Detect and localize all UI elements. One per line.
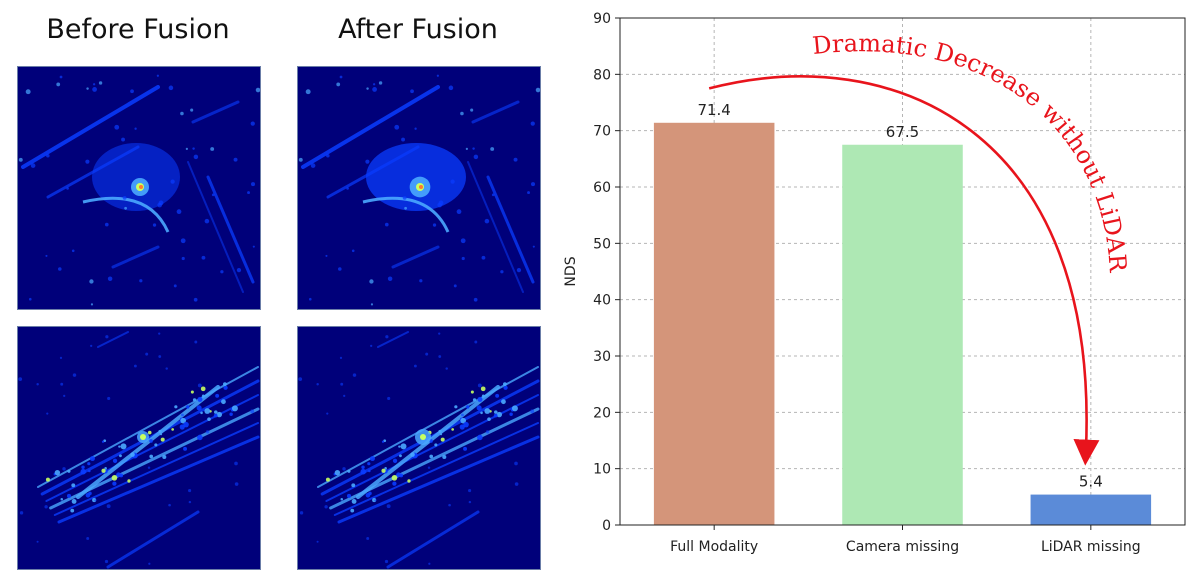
before-fusion-title: Before Fusion (46, 14, 230, 45)
y-tick-label: 0 (602, 518, 611, 534)
heatmap-before-fusion-bottom (17, 326, 261, 570)
x-tick-label: LiDAR missing (1041, 539, 1141, 555)
y-tick-label: 60 (593, 180, 611, 196)
x-tick-label: Camera missing (846, 539, 959, 555)
after-fusion-title: After Fusion (338, 14, 498, 45)
axis-ticks: 0 10 20 30 40 50 60 70 80 90 Full Modality Camera m… (593, 11, 1141, 555)
bar-camera-missing (842, 144, 963, 525)
y-tick-label: 20 (593, 405, 611, 421)
bar-lidar-missing (1030, 494, 1152, 525)
bars: 71.4 67.5 5.4 (653, 101, 1152, 525)
bar-value-label: 5.4 (1079, 473, 1103, 491)
bar-value-label: 67.5 (886, 123, 919, 141)
y-tick-label: 90 (593, 11, 611, 27)
y-tick-label: 80 (593, 67, 611, 83)
x-tick-label: Full Modality (670, 539, 758, 555)
annotation-arrow (708, 75, 1100, 466)
heatmap-before-fusion-top (17, 66, 261, 310)
heatmap-after-fusion-bottom (297, 326, 541, 570)
y-tick-label: 40 (593, 293, 611, 309)
y-tick-label: 70 (593, 124, 611, 140)
bar-value-label: 71.4 (697, 101, 730, 119)
y-tick-label: 50 (593, 236, 611, 252)
y-axis-label: NDS (563, 256, 579, 286)
bar-full-modality (653, 122, 775, 525)
heatmap-after-fusion-top (297, 66, 541, 310)
y-tick-label: 30 (593, 349, 611, 365)
y-tick-label: 10 (593, 462, 611, 478)
nds-bar-chart: 71.4 67.5 5.4 0 10 20 30 40 50 60 70 80 90 Full Moda… (563, 11, 1186, 555)
